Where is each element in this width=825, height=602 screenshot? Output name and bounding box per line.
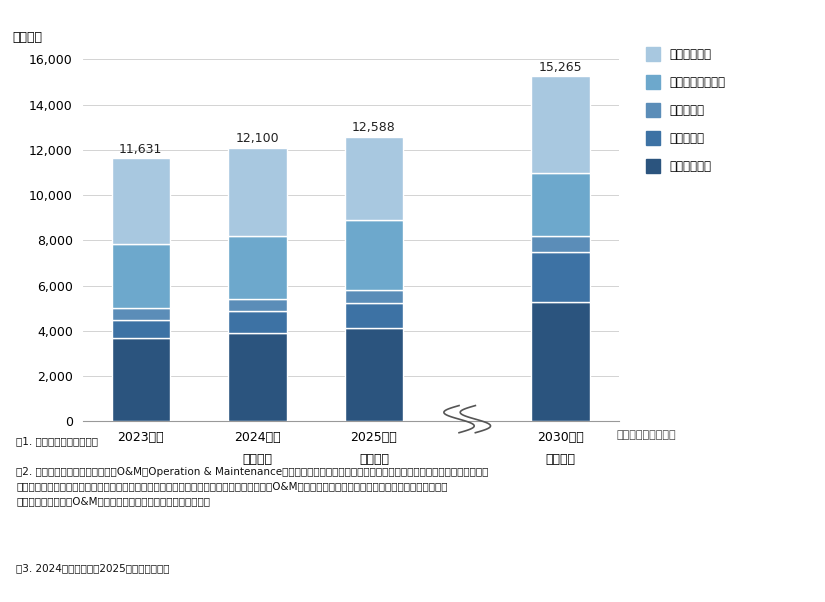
Bar (345, 303, 403, 327)
Text: 12,588: 12,588 (352, 122, 396, 134)
Text: （予測）: （予測） (545, 453, 576, 466)
Text: （億円）: （億円） (12, 31, 43, 45)
Text: 矢野経済研究所調べ: 矢野経済研究所調べ (617, 430, 676, 441)
Text: （予測）: （予測） (359, 453, 389, 466)
Text: 11,631: 11,631 (119, 143, 163, 156)
Bar (229, 147, 286, 236)
Bar (345, 220, 403, 290)
Bar (229, 311, 286, 333)
Bar (229, 299, 286, 311)
Bar (531, 252, 590, 302)
Legend: 系統用蓄電池, バイオマス発電所, 水力発電所, 風力発電所, 太陽光発電所: 系統用蓄電池, バイオマス発電所, 水力発電所, 風力発電所, 太陽光発電所 (646, 46, 726, 173)
Text: 注1. 運転維持コストベース: 注1. 運転維持コストベース (16, 436, 98, 447)
Bar (531, 76, 590, 173)
Text: 12,100: 12,100 (236, 132, 279, 146)
Bar (531, 236, 590, 252)
Bar (111, 320, 170, 338)
Bar (111, 158, 170, 244)
Bar (345, 290, 403, 303)
Bar (111, 308, 170, 320)
Text: （見込）: （見込） (243, 453, 272, 466)
Bar (345, 327, 403, 421)
Bar (531, 302, 590, 421)
Bar (111, 338, 170, 421)
Bar (531, 173, 590, 236)
Bar (229, 236, 286, 299)
Text: 15,265: 15,265 (539, 61, 582, 74)
Text: 注2. 再生可能エネルギー設備向けO&M（Operation & Maintenance）市場とは、太陽光発電所、風力発電所、水力発電所、バイオマス発電所
およ: 注2. 再生可能エネルギー設備向けO&M（Operation & Mainten… (16, 467, 489, 506)
Bar (111, 244, 170, 308)
Bar (229, 333, 286, 421)
Bar (345, 137, 403, 220)
Text: 注3. 2024年度見込値、2025年度以降予測値: 注3. 2024年度見込値、2025年度以降予測値 (16, 563, 170, 573)
